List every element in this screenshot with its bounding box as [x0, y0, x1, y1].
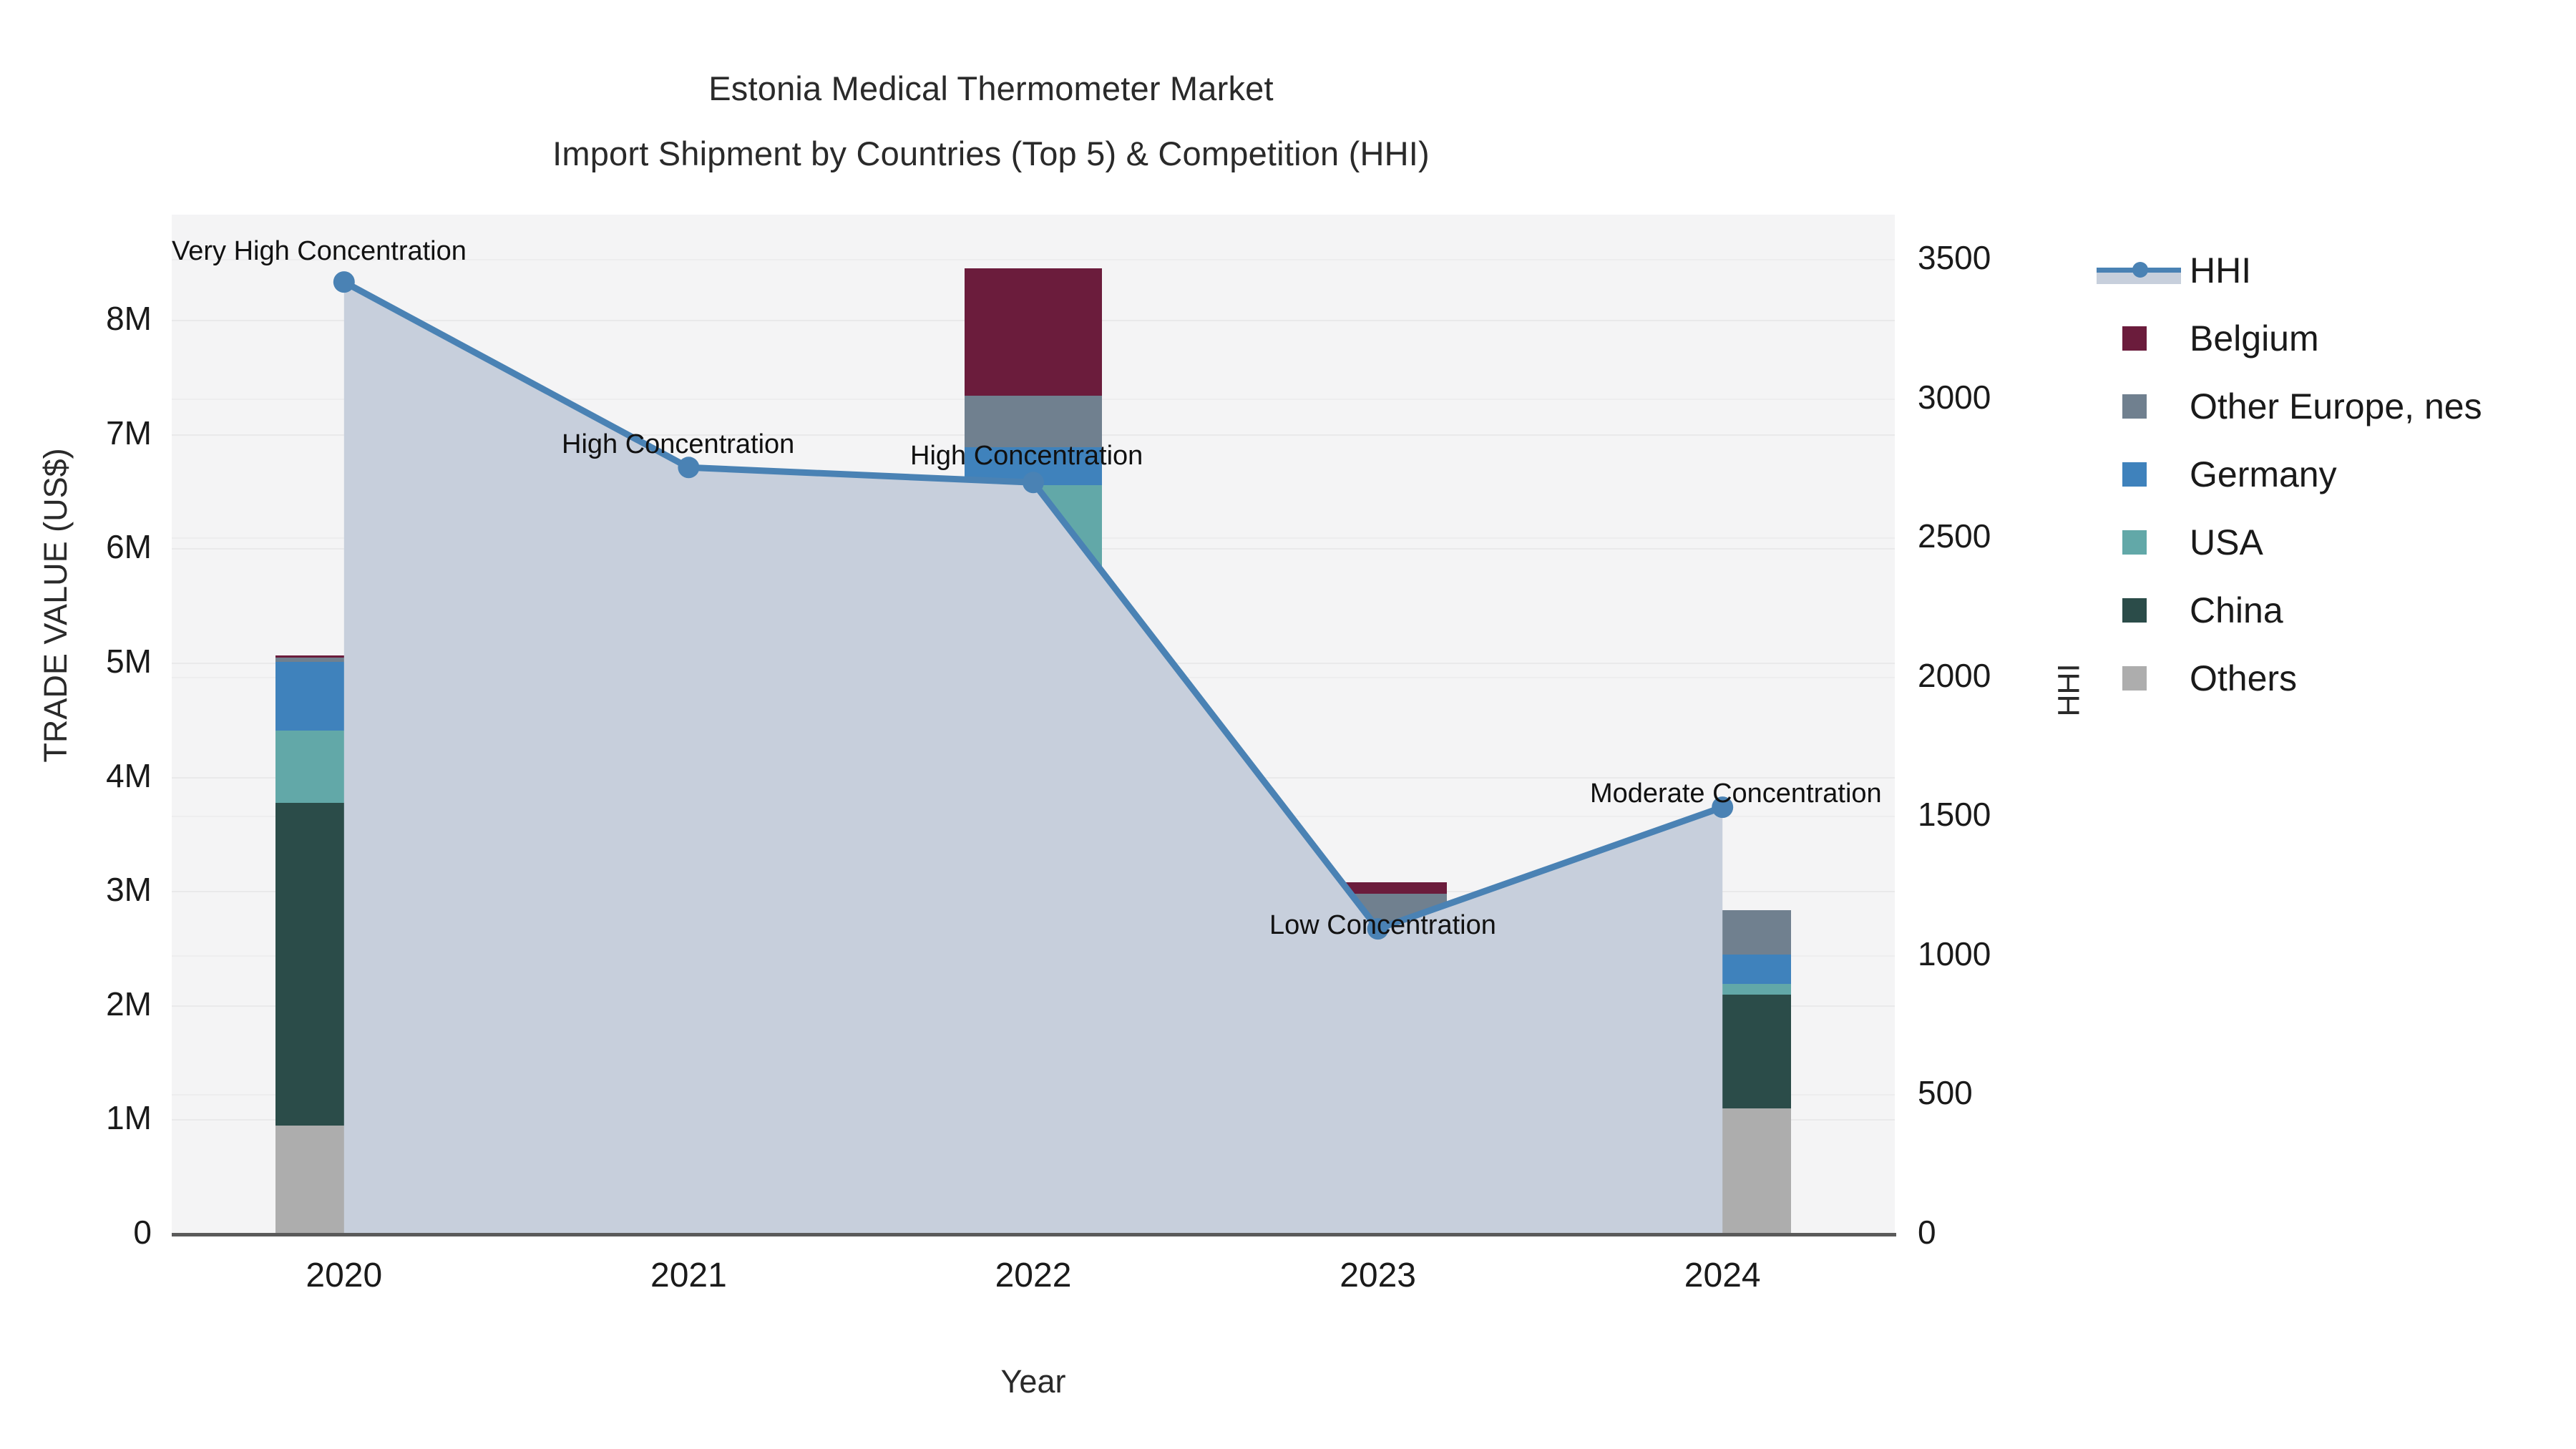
legend-line-key: [2097, 236, 2190, 304]
gridline-secondary: [172, 259, 1895, 260]
hhi-markers: [333, 271, 1734, 940]
legend-item[interactable]: HHI: [2097, 236, 2555, 304]
legend-item-label: Others: [2190, 658, 2298, 698]
x-axis-label: Year: [1000, 1363, 1066, 1400]
x-axis-tick-label: 2024: [1684, 1257, 1761, 1294]
legend-item-label: HHI: [2190, 250, 2252, 291]
y-axis-left-tick-label: 5M: [106, 642, 152, 680]
y-axis-left-tick-label: 1M: [106, 1099, 152, 1137]
x-axis-baseline: [172, 1233, 1896, 1236]
concentration-annotation: High Concentration: [910, 441, 1143, 471]
hhi-marker[interactable]: [1023, 472, 1044, 494]
legend-color-swatch-icon: [2122, 394, 2147, 419]
legend-item[interactable]: China: [2097, 576, 2555, 644]
legend-item-label: USA: [2190, 522, 2263, 562]
y-axis-left-tick-label: 3M: [106, 871, 152, 909]
hhi-marker[interactable]: [1367, 918, 1389, 940]
y-axis-left-tick-label: 4M: [106, 756, 152, 794]
hhi-line-layer: [333, 271, 1734, 1235]
y-axis-right-tick-label: 1000: [1918, 935, 1991, 972]
chart-title-line-2: Import Shipment by Countries (Top 5) & C…: [552, 135, 1430, 172]
hhi-area-fill: [343, 282, 1723, 1235]
y-axis-left-tick-label: 8M: [106, 300, 152, 337]
legend-item-label: Other Europe, nes: [2190, 386, 2482, 426]
chart-title: Estonia Medical Thermometer Market Impor…: [0, 56, 1982, 186]
legend-swatch-key: [2097, 304, 2190, 372]
y-axis-right-tick-label: 1500: [1918, 796, 1991, 834]
x-axis-tick-label: 2020: [306, 1257, 383, 1294]
legend-swatch-key: [2097, 644, 2190, 712]
concentration-annotation: Moderate Concentration: [1590, 779, 1882, 809]
concentration-annotation: Low Concentration: [1269, 910, 1496, 940]
y-axis-right-tick-label: 500: [1918, 1074, 1973, 1112]
y-axis-right-tick-label: 2000: [1918, 656, 1991, 694]
hhi-marker[interactable]: [333, 271, 355, 293]
legend-color-swatch-icon: [2122, 326, 2147, 351]
chart-legend: HHI Belgium Other Europe, nes Germany USA Chi…: [2097, 236, 2555, 712]
y-axis-left-label: TRADE VALUE (US$): [37, 448, 74, 763]
x-axis-tick-label: 2021: [650, 1257, 727, 1294]
legend-item[interactable]: Other Europe, nes: [2097, 372, 2555, 440]
y-axis-left-tick-label: 0: [133, 1214, 152, 1251]
bar-segment[interactable]: [965, 396, 1102, 448]
legend-color-swatch-icon: [2122, 462, 2147, 487]
legend-color-swatch-icon: [2122, 666, 2147, 691]
hhi-marker[interactable]: [1712, 796, 1734, 819]
legend-marker-icon: [2132, 262, 2148, 278]
legend-swatch-key: [2097, 372, 2190, 440]
legend-swatch-key: [2097, 440, 2190, 508]
y-axis-right-tick-label: 3000: [1918, 378, 1991, 416]
chart-title-line-1: Estonia Medical Thermometer Market: [708, 69, 1274, 107]
legend-item[interactable]: USA: [2097, 508, 2555, 576]
legend-item[interactable]: Germany: [2097, 440, 2555, 508]
hhi-marker[interactable]: [678, 457, 700, 479]
y-axis-left-tick-label: 6M: [106, 528, 152, 566]
legend-item-label: China: [2190, 590, 2283, 630]
legend-item-label: Belgium: [2190, 318, 2319, 358]
legend-swatch-key: [2097, 576, 2190, 644]
bar-segment[interactable]: [275, 657, 413, 663]
y-axis-left-tick-label: 7M: [106, 414, 152, 452]
y-axis-right-tick-label: 3500: [1918, 239, 1991, 276]
bar-segment[interactable]: [275, 655, 413, 658]
concentration-annotation: High Concentration: [562, 429, 795, 459]
y-axis-right-tick-label: 0: [1918, 1214, 1936, 1251]
y-axis-right-tick-label: 2500: [1918, 517, 1991, 555]
y-axis-left-tick-label: 2M: [106, 985, 152, 1023]
concentration-annotation: Very High Concentration: [172, 236, 467, 266]
legend-color-swatch-icon: [2122, 598, 2147, 623]
x-axis-tick-label: 2022: [995, 1257, 1072, 1294]
legend-color-swatch-icon: [2122, 530, 2147, 555]
legend-swatch-key: [2097, 508, 2190, 576]
y-axis-right-label: HHI: [2051, 663, 2087, 717]
legend-area-fill-icon: [2097, 271, 2181, 284]
legend-item-label: Germany: [2190, 454, 2337, 494]
bar-segment[interactable]: [965, 268, 1102, 396]
x-axis-tick-label: 2023: [1340, 1257, 1416, 1294]
legend-item[interactable]: Belgium: [2097, 304, 2555, 372]
legend-item[interactable]: Others: [2097, 644, 2555, 712]
plot-area: [172, 215, 1895, 1235]
